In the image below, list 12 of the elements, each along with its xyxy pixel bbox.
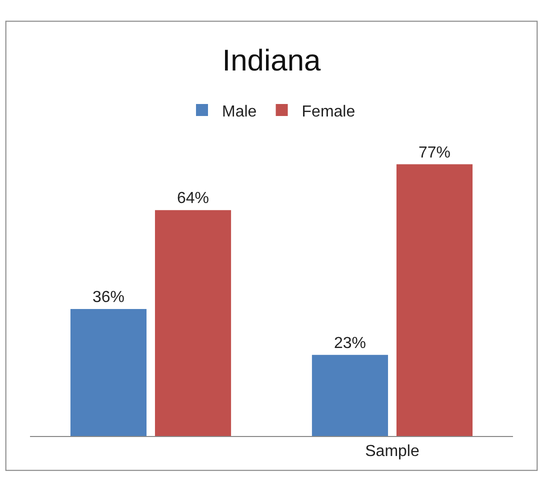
chart-title: Indiana <box>222 44 322 78</box>
data-label: 23% <box>334 334 366 352</box>
bar <box>70 308 147 436</box>
data-label: 64% <box>177 190 210 208</box>
legend-label: Male <box>222 103 257 120</box>
data-label: 77% <box>418 144 451 162</box>
bar <box>154 210 232 436</box>
data-label: 36% <box>92 288 124 306</box>
legend-label: Female <box>302 103 356 120</box>
bar <box>312 354 388 436</box>
bar <box>396 164 473 436</box>
x-tick-label: Sample <box>365 443 420 460</box>
